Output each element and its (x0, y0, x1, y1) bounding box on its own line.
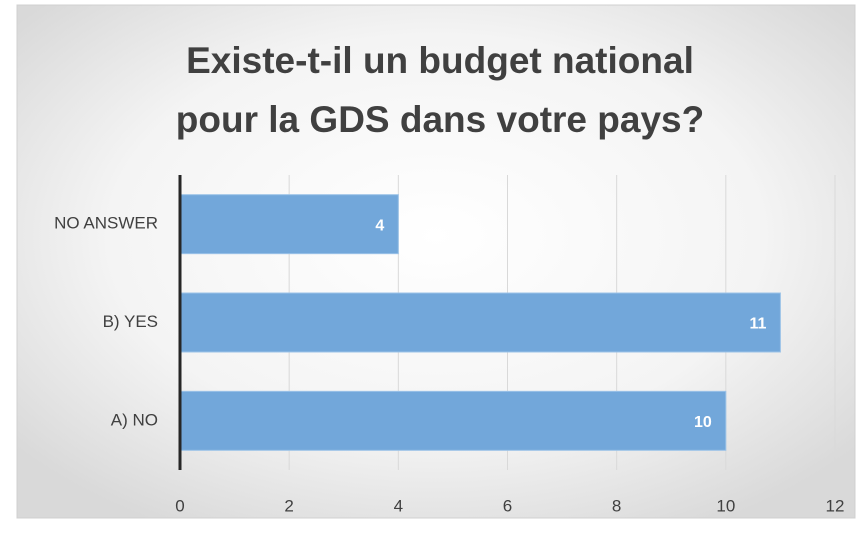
x-tick-label: 10 (716, 496, 735, 515)
data-label: 10 (694, 414, 712, 431)
data-label: 11 (749, 316, 766, 333)
y-tick-label: A) NO (111, 410, 158, 429)
bar (179, 390, 727, 451)
chart-title: Existe-t-il un budget national (186, 40, 694, 81)
chart-title: pour la GDS dans votre pays? (176, 99, 704, 140)
data-label: 4 (375, 217, 384, 234)
bar (179, 292, 781, 353)
x-tick-label: 12 (826, 496, 845, 515)
x-tick-label: 0 (175, 496, 184, 515)
bar (179, 194, 399, 255)
y-tick-label: B) YES (103, 312, 158, 331)
x-tick-label: 2 (284, 496, 293, 515)
x-tick-label: 6 (503, 496, 512, 515)
y-tick-label: NO ANSWER (54, 214, 158, 233)
x-tick-label: 4 (394, 496, 403, 515)
x-tick-label: 8 (612, 496, 621, 515)
